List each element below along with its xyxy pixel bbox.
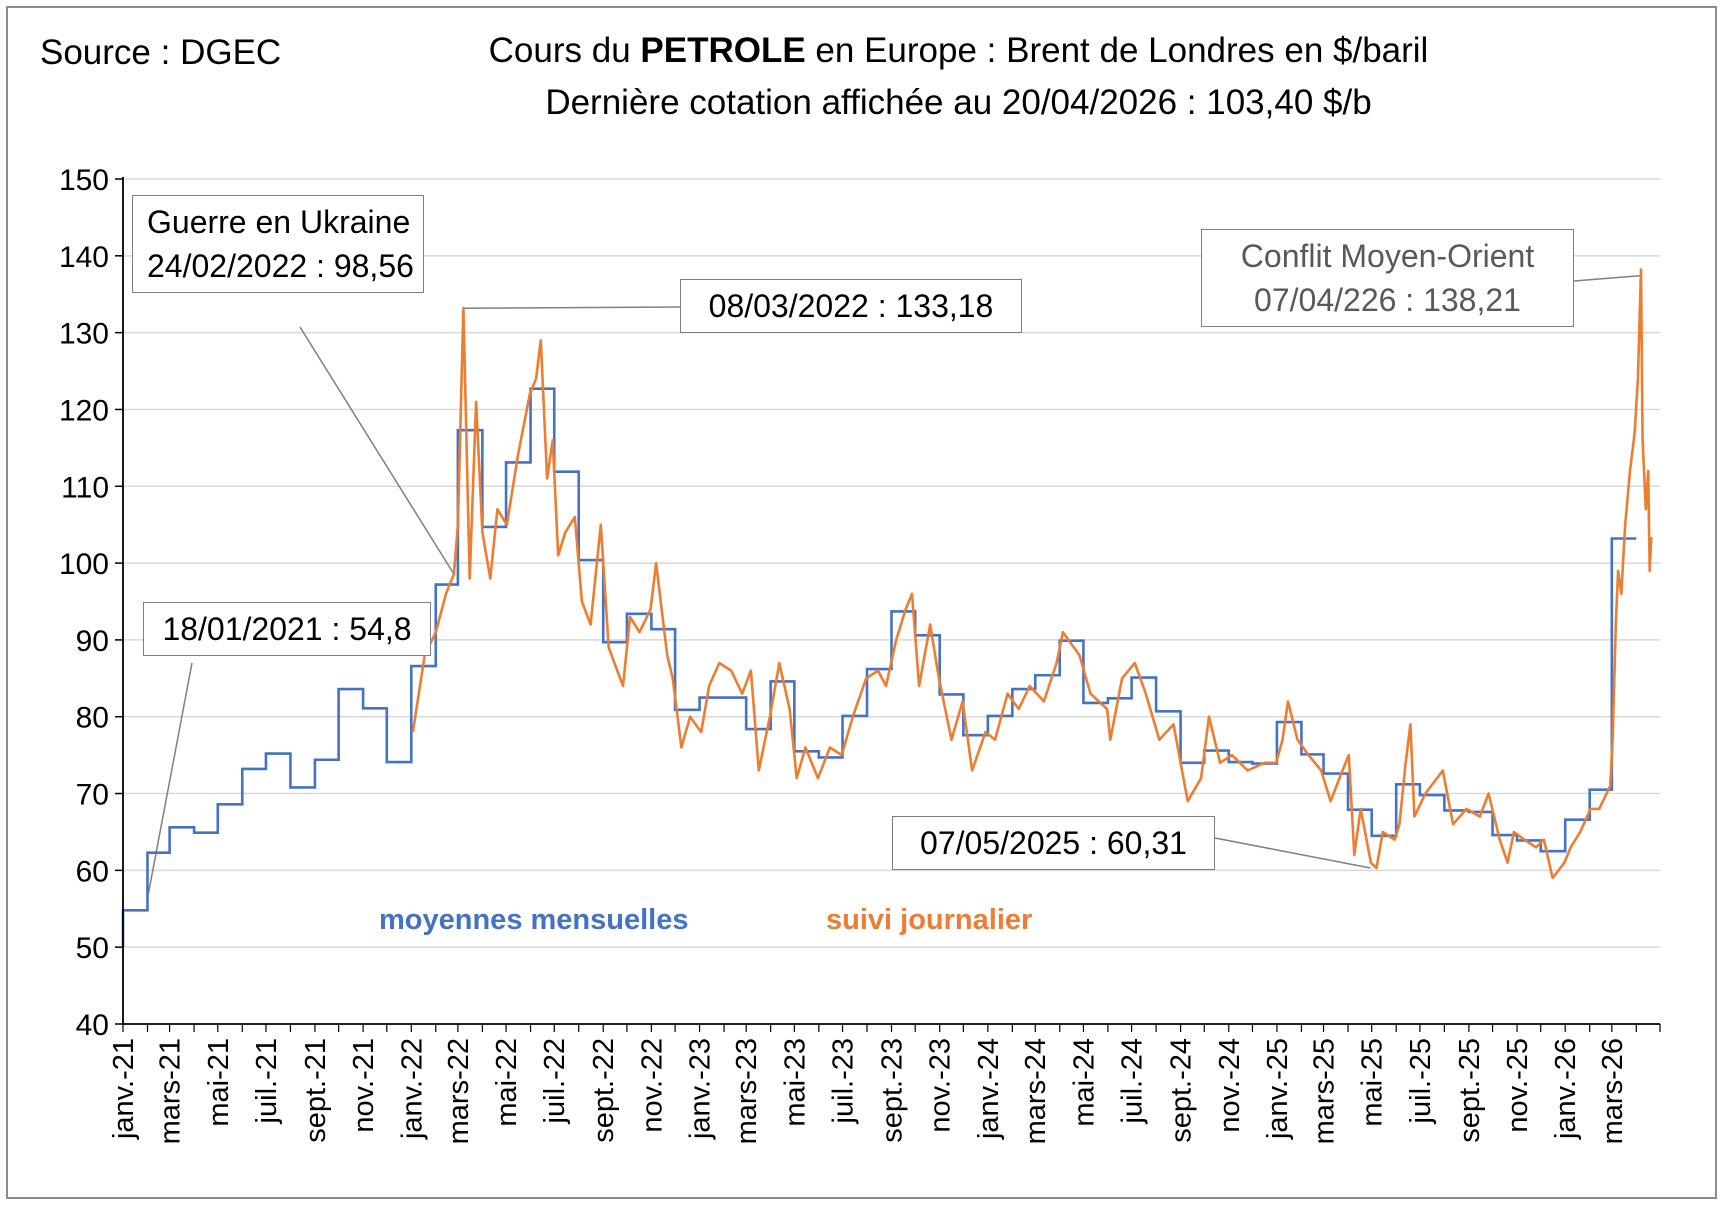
annotation-middle-east-line1: Conflit Moyen-Orient — [1240, 238, 1535, 274]
x-tick-label: sept.-23 — [877, 1038, 909, 1143]
axes — [115, 177, 1661, 1032]
y-tick-label: 130 — [59, 318, 109, 351]
x-tick-labels: janv.-21 mars-21 mai-21 juil.-21 sept.-21 nov… — [108, 1038, 1629, 1144]
legend-monthly: moyennes mensuelles — [379, 904, 689, 936]
annotation-mar-2022: 08/03/2022 : 133,18 — [680, 279, 1022, 333]
x-tick-label: nov.-21 — [348, 1038, 380, 1133]
x-tick-label: sept.-22 — [588, 1038, 620, 1143]
x-tick-label: juil.-22 — [539, 1038, 571, 1124]
annotation-ukraine-line1: Guerre en Ukraine — [147, 204, 411, 240]
x-tick-label: mai-23 — [779, 1038, 811, 1127]
x-tick-label: mai-25 — [1357, 1038, 1389, 1127]
title-bold: PETROLE — [640, 31, 806, 70]
x-tick-label: mai-22 — [491, 1038, 523, 1127]
x-tick-label: janv.-25 — [1262, 1038, 1294, 1140]
x-tick-label: juil.-21 — [251, 1038, 283, 1124]
leader-jan-2021 — [147, 662, 193, 894]
x-tick-label: mars-25 — [1309, 1038, 1341, 1144]
x-tick-label: sept.-25 — [1454, 1038, 1486, 1143]
x-tick-label: mars-22 — [443, 1038, 475, 1144]
y-tick-label: 50 — [76, 932, 109, 965]
y-tick-label: 150 — [59, 164, 109, 197]
x-tick-label: mai-24 — [1068, 1038, 1100, 1127]
daily-series — [411, 268, 1653, 880]
x-tick-label: juil.-23 — [828, 1038, 860, 1124]
annotation-ukraine-line2: 24/02/2022 : 98,56 — [147, 248, 414, 284]
y-tick-label: 40 — [76, 1009, 109, 1042]
x-tick-label: juil.-25 — [1405, 1038, 1437, 1124]
x-tick-label: nov.-23 — [925, 1038, 957, 1133]
x-tick-label: mai-21 — [203, 1038, 235, 1127]
x-tick-label: janv.-24 — [973, 1038, 1005, 1140]
y-tick-label: 100 — [59, 548, 109, 581]
x-tick-label: sept.-24 — [1166, 1038, 1198, 1143]
annotation-middle-east-line2: 07/04/226 : 138,21 — [1254, 282, 1521, 318]
x-tick-label: nov.-24 — [1214, 1038, 1246, 1133]
x-tick-label: mars-21 — [155, 1038, 187, 1144]
annotation-jan-2021: 18/01/2021 : 54,8 — [143, 602, 431, 656]
title-prefix: Cours du — [488, 31, 641, 70]
x-tick-label: janv.-22 — [396, 1038, 428, 1140]
y-tick-label: 70 — [76, 779, 109, 812]
y-tick-label: 60 — [76, 855, 109, 888]
x-tick-label: juil.-24 — [1117, 1038, 1149, 1124]
y-tick-labels: 40 50 60 70 80 90 100 110 120 130 140 150 — [59, 164, 109, 1042]
monthly-average-line — [121, 387, 1637, 948]
leader-middle-east — [1573, 274, 1642, 282]
leader-ukraine — [299, 326, 455, 575]
x-tick-label: janv.-23 — [685, 1038, 717, 1140]
monthly-series — [121, 387, 1637, 948]
y-tick-label: 90 — [76, 625, 109, 658]
x-tick-label: nov.-25 — [1502, 1038, 1534, 1133]
title-suffix: en Europe : Brent de Londres en $/baril — [805, 31, 1429, 70]
x-tick-label: mars-24 — [1020, 1038, 1052, 1144]
x-tick-label: nov.-22 — [636, 1038, 668, 1133]
chart-title: Cours du PETROLE en Europe : Brent de Lo… — [0, 31, 1727, 71]
leader-mar-2022 — [463, 306, 681, 309]
x-tick-label: sept.-21 — [300, 1038, 332, 1143]
legend-daily: suivi journalier — [826, 904, 1033, 936]
annotation-middle-east: Conflit Moyen-Orient 07/04/226 : 138,21 — [1201, 229, 1574, 327]
y-tick-label: 120 — [59, 394, 109, 427]
x-tick-label: mars-26 — [1597, 1038, 1629, 1144]
chart-subtitle: Dernière cotation affichée au 20/04/2026… — [545, 83, 1372, 122]
y-tick-label: 80 — [76, 702, 109, 735]
x-tick-label: mars-23 — [731, 1038, 763, 1144]
y-tick-label: 110 — [61, 471, 109, 504]
source-label: Source : DGEC — [40, 33, 282, 72]
x-tick-label: janv.-21 — [108, 1038, 140, 1140]
annotation-leaders — [147, 274, 1642, 894]
annotation-ukraine: Guerre en Ukraine 24/02/2022 : 98,56 — [132, 195, 424, 293]
x-tick-label: janv.-26 — [1550, 1038, 1582, 1140]
y-tick-label: 140 — [59, 241, 109, 274]
daily-price-line — [411, 268, 1653, 880]
annotation-may-2025: 07/05/2025 : 60,31 — [892, 816, 1215, 870]
leader-may-2025 — [1214, 837, 1371, 869]
